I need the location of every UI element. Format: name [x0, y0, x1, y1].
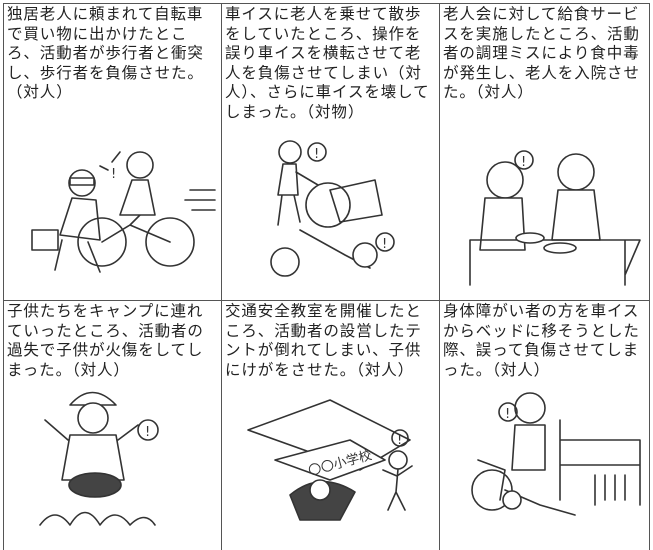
svg-text:!: !	[505, 407, 510, 422]
text-line: 老人会に対して給食サービ	[443, 5, 640, 23]
cell-text: 交通安全教室を開催したと ころ、活動者の設営したテ ントが倒れてしまい、子供 にけがを…	[225, 302, 422, 380]
text-line: からベッドに移そうとした	[443, 321, 640, 340]
text-line: スを実施したところ、活動	[443, 24, 640, 43]
svg-text:!: !	[382, 237, 387, 252]
illustration: ! !	[270, 140, 395, 277]
cell-text: 子供たちをキャンプに連れ ていったところ、活動者の 過失で子供が火傷をしてし まった。…	[7, 302, 204, 380]
text-line: まった。（対人）	[7, 360, 130, 379]
text-line: 人を負傷させてしまい（対	[225, 63, 422, 82]
text-line: が発生し、老人を入院させ	[443, 63, 640, 82]
grid-lines	[3, 3, 650, 550]
svg-text:!: !	[111, 167, 116, 182]
svg-text:!: !	[314, 147, 319, 162]
cell-text: 老人会に対して給食サービ スを実施したところ、活動 者の調理ミスにより食中毒 が発生し…	[443, 5, 640, 103]
cell-text: 身体障がい者の方を車イス からベッドに移そうとした 際、誤って負傷させてしま った。（…	[443, 302, 640, 380]
text-line: 過失で子供が火傷をしてし	[7, 341, 204, 360]
text-line: 車イスに老人を乗せて散歩	[225, 5, 422, 23]
text-line: 人）、さらに車イスを壊して	[225, 83, 430, 102]
text-line: 際、誤って負傷させてしま	[443, 341, 640, 360]
text-line: た。（対人）	[443, 83, 534, 102]
text-line: った。（対人）	[443, 360, 551, 379]
text-line: し、歩行者を負傷させた。	[7, 63, 204, 82]
text-line: （対人）	[7, 83, 73, 102]
cell-text: 車イスに老人を乗せて散歩 をしていたところ、操作を 誤り車イスを横転させて老 人を負傷…	[225, 5, 430, 123]
text-line: で買い物に出かけたとこ	[7, 24, 188, 43]
text-line: ていったところ、活動者の	[7, 321, 204, 340]
svg-text:!: !	[145, 425, 150, 440]
text-line: 者の調理ミスにより食中毒	[443, 44, 640, 63]
text-line: 誤り車イスを横転させて老	[225, 44, 422, 63]
svg-text:!: !	[397, 433, 402, 448]
cell-text: 独居老人に頼まれて自転車 で買い物に出かけたとこ ろ、活動者が歩行者と衝突 し、歩行者…	[7, 5, 204, 103]
illustration: !	[469, 150, 641, 286]
text-line: 独居老人に頼まれて自転車	[7, 5, 204, 23]
text-line: 子供たちをキャンプに連れ	[7, 302, 204, 320]
svg-text:!: !	[521, 155, 526, 170]
illustration: !	[39, 391, 159, 526]
text-line: 交通安全教室を開催したと	[225, 302, 422, 320]
text-line: ころ、活動者の設営したテ	[225, 321, 422, 340]
illustration: !	[471, 392, 641, 516]
illustration: !	[31, 151, 216, 273]
text-line: 身体障がい者の方を車イス	[443, 302, 640, 320]
text-line: ろ、活動者が歩行者と衝突	[7, 44, 204, 63]
text-line: にけがをさせた。（対人）	[225, 360, 415, 379]
illustration: ! 〇〇小学校	[247, 399, 413, 521]
text-line: しまった。（対物）	[225, 102, 365, 121]
text-line: をしていたところ、操作を	[225, 24, 422, 43]
text-line: ントが倒れてしまい、子供	[225, 341, 422, 360]
